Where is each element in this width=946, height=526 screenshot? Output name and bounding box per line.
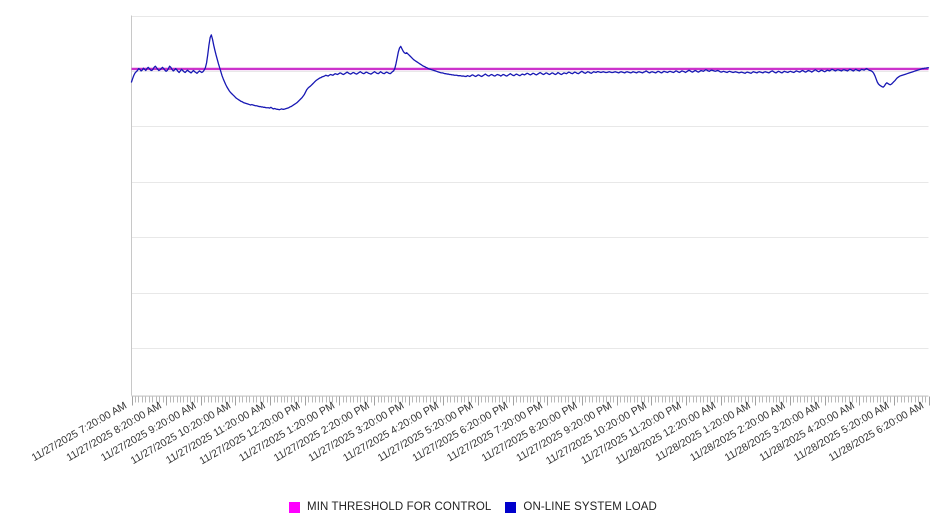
series-line-on-line-system-load (130, 34, 930, 111)
axis-lines-group (131, 15, 929, 397)
chart-legend: MIN THRESHOLD FOR CONTROL ON-LINE SYSTEM … (0, 497, 946, 517)
x-axis-ticks-group (132, 396, 930, 406)
legend-item[interactable]: ON-LINE SYSTEM LOAD (505, 501, 657, 513)
gridlines-group (131, 16, 929, 397)
legend-color-swatch (505, 501, 517, 513)
series-group (130, 34, 930, 111)
legend-label: MIN THRESHOLD FOR CONTROL (307, 501, 492, 513)
legend-item[interactable]: MIN THRESHOLD FOR CONTROL (289, 501, 491, 513)
legend-color-swatch (289, 501, 301, 513)
legend-label: ON-LINE SYSTEM LOAD (523, 501, 657, 513)
